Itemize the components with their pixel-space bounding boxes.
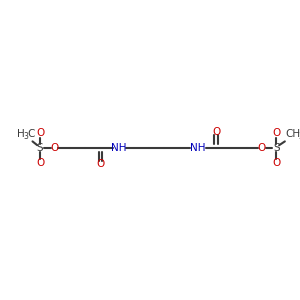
Text: NH: NH — [111, 143, 126, 153]
Text: O: O — [36, 128, 44, 138]
Text: O: O — [272, 128, 281, 138]
Text: O: O — [258, 143, 266, 153]
Text: O: O — [212, 127, 220, 137]
Text: 3: 3 — [23, 132, 28, 141]
Text: C: C — [27, 129, 34, 139]
Text: O: O — [36, 158, 44, 168]
Text: O: O — [96, 159, 104, 169]
Text: S: S — [37, 143, 44, 153]
Text: NH: NH — [190, 143, 206, 153]
Text: 3: 3 — [299, 132, 300, 141]
Text: S: S — [273, 143, 280, 153]
Text: H: H — [17, 129, 25, 139]
Text: O: O — [272, 158, 281, 168]
Text: CH: CH — [285, 129, 300, 139]
Text: O: O — [50, 143, 59, 153]
